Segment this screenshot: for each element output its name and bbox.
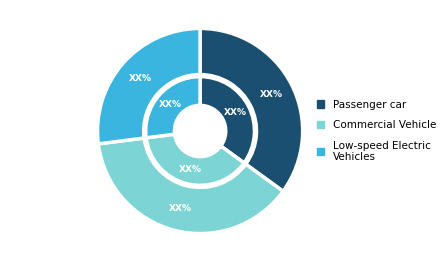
Wedge shape: [200, 28, 303, 191]
Wedge shape: [146, 134, 244, 185]
Text: XX%: XX%: [158, 100, 182, 109]
Wedge shape: [200, 77, 255, 163]
Legend: Passenger car, Commercial Vehicle, Low-speed Electric
Vehicles: Passenger car, Commercial Vehicle, Low-s…: [313, 96, 441, 166]
Wedge shape: [146, 77, 200, 138]
Text: XX%: XX%: [169, 204, 192, 212]
Text: XX%: XX%: [224, 108, 247, 117]
Wedge shape: [97, 28, 200, 144]
Text: XX%: XX%: [259, 90, 283, 99]
Text: XX%: XX%: [178, 165, 202, 174]
Text: XX%: XX%: [129, 74, 152, 83]
Wedge shape: [98, 138, 283, 234]
